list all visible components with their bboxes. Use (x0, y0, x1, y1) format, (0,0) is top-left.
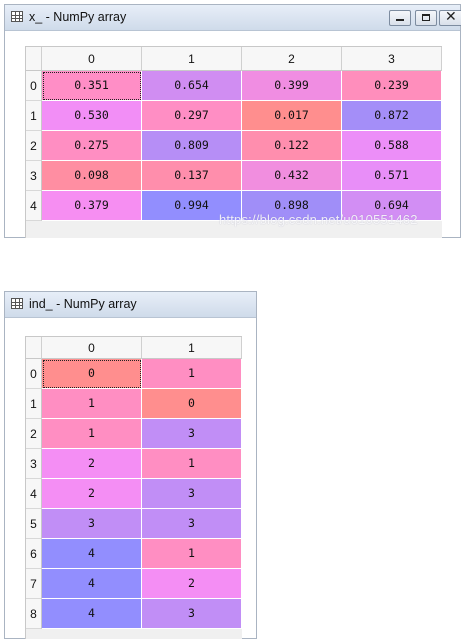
table-cell[interactable]: 0.017 (242, 101, 342, 131)
table-cell[interactable]: 2 (42, 449, 142, 479)
row-header[interactable]: 4 (26, 191, 42, 221)
table-cell[interactable]: 0.530 (42, 101, 142, 131)
table-cell[interactable]: 0.098 (42, 161, 142, 191)
row-header[interactable]: 1 (26, 101, 42, 131)
table-cell[interactable]: 0.809 (142, 131, 242, 161)
table-cell[interactable]: 0.432 (242, 161, 342, 191)
x-array-table[interactable]: 0 1 2 3 0 0.351 0.654 0.399 0.239 1 0.530 0.297 0.01… (25, 46, 442, 238)
row-header[interactable]: 7 (26, 569, 42, 599)
table-corner (26, 47, 42, 71)
row-header[interactable]: 8 (26, 599, 42, 629)
table-cell[interactable]: 0.239 (342, 71, 442, 101)
row-header[interactable]: 0 (26, 71, 42, 101)
maximize-button[interactable] (415, 10, 437, 26)
table-cell[interactable]: 4 (42, 539, 142, 569)
table-cell[interactable]: 3 (142, 479, 242, 509)
table-cell[interactable]: 0.122 (242, 131, 342, 161)
table-cell[interactable]: 1 (142, 449, 242, 479)
close-icon: ✕ (445, 9, 457, 25)
x-array-content: 0 1 2 3 0 0.351 0.654 0.399 0.239 1 0.530 0.297 0.01… (5, 31, 460, 238)
row-header[interactable]: 2 (26, 419, 42, 449)
table-cell[interactable]: 0.694 (342, 191, 442, 221)
column-header[interactable]: 3 (342, 47, 442, 71)
table-cell[interactable]: 0 (142, 389, 242, 419)
table-cell[interactable]: 1 (42, 419, 142, 449)
maximize-icon (422, 14, 430, 21)
table-icon (11, 11, 23, 22)
x-array-window: x_ - NumPy array ✕ 0 1 2 3 0 0.351 0.654 0.399 0… (4, 4, 461, 238)
table-cell[interactable]: 0.872 (342, 101, 442, 131)
column-header[interactable]: 1 (142, 337, 242, 359)
row-header[interactable]: 0 (26, 359, 42, 389)
table-cell[interactable]: 3 (142, 599, 242, 629)
table-cell[interactable]: 1 (42, 389, 142, 419)
x-array-title-bar[interactable]: x_ - NumPy array ✕ (5, 5, 461, 31)
row-header[interactable]: 3 (26, 449, 42, 479)
minimize-button[interactable] (389, 10, 411, 26)
row-header[interactable]: 2 (26, 131, 42, 161)
row-header[interactable]: 1 (26, 389, 42, 419)
table-cell[interactable]: 0.137 (142, 161, 242, 191)
column-header[interactable]: 0 (42, 47, 142, 71)
table-cell[interactable]: 4 (42, 599, 142, 629)
column-header[interactable]: 0 (42, 337, 142, 359)
row-header[interactable]: 5 (26, 509, 42, 539)
table-cell[interactable]: 0.654 (142, 71, 242, 101)
table-cell[interactable]: 2 (142, 569, 242, 599)
column-header[interactable]: 2 (242, 47, 342, 71)
table-corner (26, 337, 42, 359)
close-button[interactable]: ✕ (439, 10, 461, 26)
row-header[interactable]: 4 (26, 479, 42, 509)
watermark-text: https://blog.csdn.net/u010551462 (219, 212, 418, 227)
ind-array-title-bar[interactable]: ind_ - NumPy array (5, 292, 256, 318)
table-cell[interactable]: 1 (142, 359, 242, 389)
table-cell[interactable]: 3 (142, 419, 242, 449)
x-array-window-title: x_ - NumPy array (29, 10, 127, 24)
table-cell[interactable]: 1 (142, 539, 242, 569)
table-cell[interactable]: 4 (42, 569, 142, 599)
row-header[interactable]: 3 (26, 161, 42, 191)
table-cell[interactable]: 2 (42, 479, 142, 509)
table-cell[interactable]: 0.297 (142, 101, 242, 131)
table-cell[interactable]: 3 (42, 509, 142, 539)
row-header[interactable]: 6 (26, 539, 42, 569)
table-icon (11, 298, 23, 309)
table-cell[interactable]: 0.571 (342, 161, 442, 191)
table-cell[interactable]: 0.399 (242, 71, 342, 101)
table-cell[interactable]: 0.379 (42, 191, 142, 221)
table-cell[interactable]: 0.994 (142, 191, 242, 221)
table-cell[interactable]: 3 (142, 509, 242, 539)
column-header[interactable]: 1 (142, 47, 242, 71)
table-cell[interactable]: 0.275 (42, 131, 142, 161)
table-cell[interactable]: 0.898 (242, 191, 342, 221)
table-cell[interactable]: 0.588 (342, 131, 442, 161)
table-cell[interactable]: 0.351 (42, 71, 142, 101)
table-cell[interactable]: 0 (42, 359, 142, 389)
minimize-icon (396, 19, 404, 21)
ind-array-window-title: ind_ - NumPy array (29, 297, 137, 311)
